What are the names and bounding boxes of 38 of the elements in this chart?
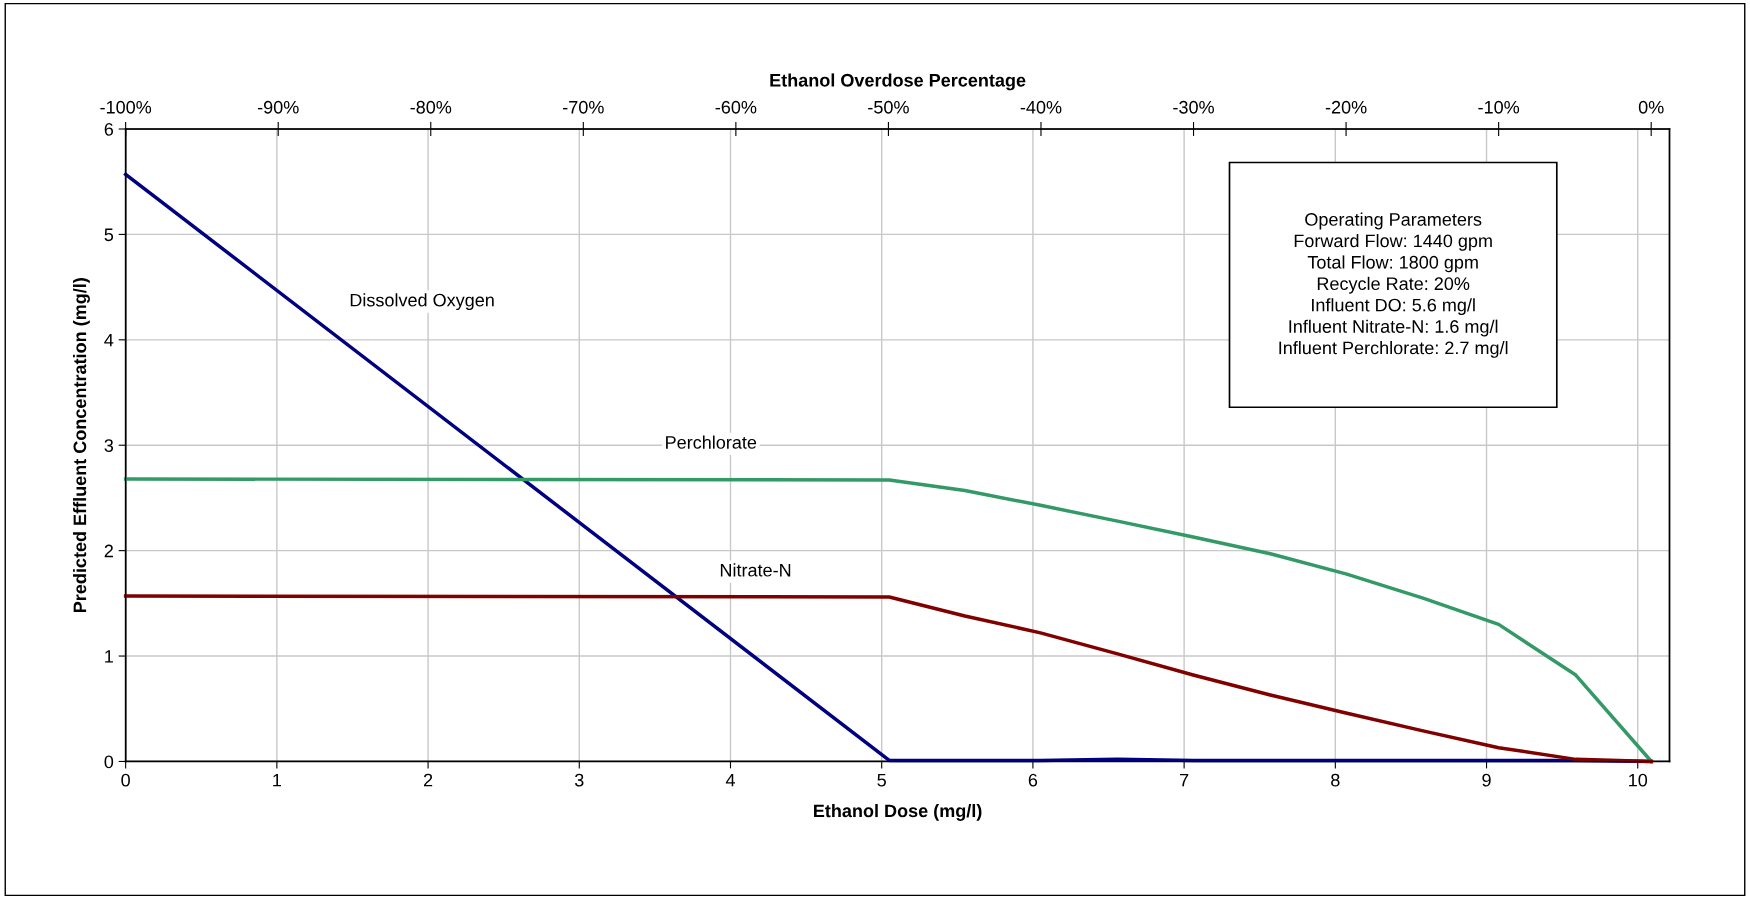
x2-tick-label: -30% (1173, 100, 1214, 114)
x-tick-label: 9 (1482, 773, 1491, 787)
x2-tick-label: -80% (410, 100, 452, 114)
y-tick-label: 3 (104, 439, 114, 452)
y-axis-title: Predicted Effluent Concentration (mg/l) (73, 278, 90, 613)
x2-tick-label: -60% (715, 100, 757, 114)
x2-tick-label: -50% (868, 100, 909, 114)
x-tick-label: 2 (423, 773, 433, 787)
x-tick-label: 1 (273, 773, 281, 787)
y-tick-label: 2 (104, 544, 113, 558)
x-tick-label: 7 (1180, 773, 1189, 787)
x2-tick-label: -90% (257, 100, 299, 114)
annotation: Operating Parameters Forward Flow: 1440 gpm Total Flow: 1800 gpm Recycle Rate: 20% Influent DO: 5.6 mg/l Influent Nitrate-N: 1.6 mg/l Influent Perchlorate: 2.7 mg/l (1279, 212, 1508, 358)
x2-axis-title: Ethanol Overdose Percentage (770, 73, 1026, 91)
y-tick-label: 6 (104, 122, 114, 136)
x-tick-label: 8 (1331, 773, 1340, 787)
x2-tick-label: -20% (1325, 100, 1367, 114)
x-tick-label: 0 (121, 773, 130, 787)
x2-tick-label: -100% (100, 100, 152, 114)
y-tick-label: 5 (104, 228, 114, 242)
x-tick-label: 6 (1028, 773, 1038, 787)
x2-tick-label: -70% (563, 100, 604, 114)
x-tick-label: 4 (725, 773, 735, 787)
line-series (123, 594, 1654, 764)
x2-tick-label: 0% (1638, 100, 1664, 114)
x-tick-label: 5 (877, 773, 886, 787)
x2-tick-label: -10% (1478, 100, 1520, 114)
series-label: Nitrate-N (720, 563, 791, 577)
line-series (123, 477, 1654, 764)
x-tick-label: 3 (574, 773, 584, 787)
y-tick-label: 4 (104, 333, 114, 347)
x2-tick-label: -40% (1020, 100, 1062, 114)
x-tick-label: 10 (1629, 773, 1648, 787)
y-tick-label: 1 (105, 650, 113, 663)
series-label: Perchlorate (666, 435, 757, 449)
x-axis-title: Ethanol Dose (mg/l) (814, 803, 982, 821)
series-label: Dissolved Oxygen (350, 293, 494, 311)
y-tick-label: 0 (104, 755, 114, 769)
